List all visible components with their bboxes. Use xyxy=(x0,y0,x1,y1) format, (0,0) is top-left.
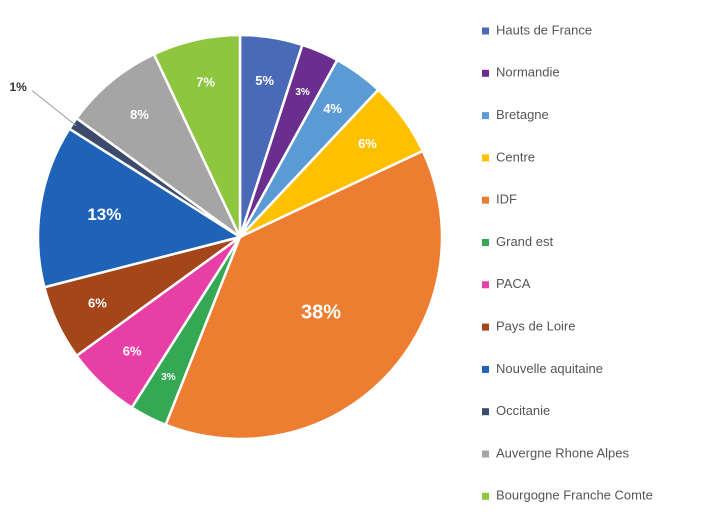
legend-label-bretagne: Bretagne xyxy=(496,107,549,122)
legend-label-occitanie: Occitanie xyxy=(496,403,550,418)
legend-label-bourgogne-franche-comte: Bourgogne Franche Comte xyxy=(496,488,653,503)
slice-value-label-paca: 6% xyxy=(123,343,142,358)
leader-line-occitanie xyxy=(31,90,77,127)
legend-label-nouvelle-aquitaine: Nouvelle aquitaine xyxy=(496,361,603,376)
legend-label-hauts-de-france: Hauts de France xyxy=(496,22,592,37)
legend-swatch-centre xyxy=(482,154,489,162)
legend-swatch-bourgogne-franche-comte xyxy=(482,492,489,500)
legend-label-pays-de-loire: Pays de Loire xyxy=(496,319,576,334)
pie-slice-nouvelle-aquitaine xyxy=(36,127,244,289)
slice-value-label-idf: 38% xyxy=(301,301,341,323)
pie-slice-idf xyxy=(164,149,444,441)
slice-value-label-grand-est: 3% xyxy=(161,372,176,383)
legend-swatch-normandie xyxy=(482,69,489,77)
slice-value-label-auvergne-rhone-alpes: 8% xyxy=(130,107,149,122)
slice-value-label-bretagne: 4% xyxy=(323,101,342,116)
slice-value-label-bourgogne-franche-comte: 7% xyxy=(196,75,215,90)
pie-slices xyxy=(36,33,444,441)
legend-swatch-idf xyxy=(482,196,489,204)
legend-label-centre: Centre xyxy=(496,149,535,164)
legend-swatch-occitanie xyxy=(482,408,489,416)
slice-value-label-centre: 6% xyxy=(358,136,377,151)
pie-slice-auvergne-rhone-alpes xyxy=(74,52,242,239)
legend-swatch-paca xyxy=(482,281,489,289)
legend-swatch-nouvelle-aquitaine xyxy=(482,365,489,373)
slice-value-label-pays-de-loire: 6% xyxy=(88,296,107,311)
legend-swatch-auvergne-rhone-alpes xyxy=(482,450,489,458)
legend-swatch-grand-est xyxy=(482,239,489,246)
legend-label-grand-est: Grand est xyxy=(496,234,553,249)
chart-legend: Hauts de France Normandie Bretagne Centre ID… xyxy=(482,22,653,503)
legend-label-auvergne-rhone-alpes: Auvergne Rhone Alpes xyxy=(496,445,629,460)
legend-label-normandie: Normandie xyxy=(496,65,560,80)
slice-value-label-hauts-de-france: 5% xyxy=(255,73,274,88)
pie-slice-bourgogne-franche-comte xyxy=(152,33,242,238)
slice-value-label-occitanie: 1% xyxy=(9,80,27,94)
legend-swatch-hauts-de-france xyxy=(482,27,489,35)
legend-swatch-bretagne xyxy=(482,112,489,120)
legend-label-idf: IDF xyxy=(496,192,517,207)
pie-data-labels: 5% 3% 4% 6% 38% 3% 6% 6% 13% 1% 8% 7% xyxy=(9,73,377,383)
slice-value-label-nouvelle-aquitaine: 13% xyxy=(87,205,121,224)
legend-label-paca: PACA xyxy=(496,276,531,291)
slice-value-label-normandie: 3% xyxy=(295,87,310,98)
legend-swatch-pays-de-loire xyxy=(482,323,489,331)
